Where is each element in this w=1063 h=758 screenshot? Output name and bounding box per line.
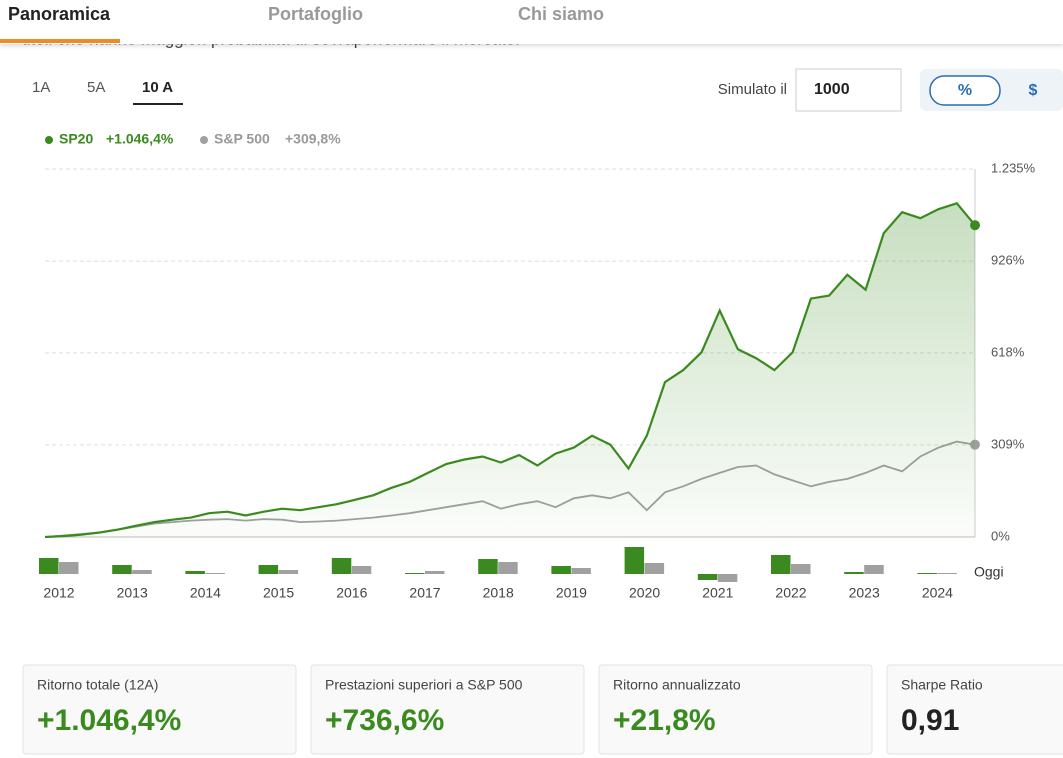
annual-bar: [498, 562, 518, 574]
stat-value: +21,8%: [613, 704, 716, 737]
amount-input[interactable]: [795, 68, 902, 112]
y-tick-label: 1.235%: [991, 160, 1036, 175]
area: [45, 203, 975, 538]
x-tick-label: 2024: [922, 585, 953, 601]
x-tick-label: 2022: [775, 585, 806, 601]
y-tick-label: 618%: [991, 344, 1025, 359]
legend-name: S&P 500: [214, 131, 270, 147]
x-tick-label: 2019: [556, 585, 587, 601]
stat-value: +1.046,4%: [37, 704, 181, 737]
x-tick-label: 2017: [409, 585, 440, 601]
stat-cards: Ritorno totale (12A) +1.046,4% Prestazioni…: [22, 664, 1063, 755]
y-tick-label: 309%: [991, 436, 1025, 451]
tab[interactable]: Chi siamo: [518, 4, 604, 24]
x-tick-label: 2023: [849, 585, 880, 601]
annual-bar: [791, 564, 811, 574]
period-button[interactable]: 10 A: [142, 79, 173, 96]
stat-value: +736,6%: [325, 704, 444, 737]
stat-card: [22, 664, 297, 755]
stat-label: Sharpe Ratio: [901, 677, 983, 693]
period-button[interactable]: 5A: [87, 79, 105, 96]
unit-label: %: [958, 82, 972, 99]
annual-bar: [937, 573, 957, 574]
legend-dot: [200, 136, 208, 144]
period-button[interactable]: 1A: [32, 79, 50, 96]
tab-underline: [0, 39, 120, 43]
legend-dot: [45, 136, 53, 144]
annual-bar: [59, 562, 79, 574]
annual-bar: [205, 573, 225, 574]
stat-label: Ritorno annualizzato: [613, 677, 741, 693]
tab[interactable]: Portafoglio: [268, 4, 363, 24]
annual-bar: [331, 558, 352, 574]
x-tick-label: 2015: [263, 585, 294, 601]
series-line: [44, 202, 976, 539]
x-tick-label: 2020: [629, 585, 660, 601]
unit-option[interactable]: [929, 75, 1001, 106]
stat-value: 0,91: [901, 704, 959, 737]
stat-card: [598, 664, 873, 755]
plot: 0% 309% 618% 926% 1.235% 2012 2013 2014 2015 2016…: [39, 160, 1036, 601]
period-underline: [133, 103, 183, 105]
stat-label: Prestazioni superiori a S&P 500: [325, 677, 523, 693]
stat-label: Ritorno totale (12A): [37, 677, 158, 693]
y-tick-label: 926%: [991, 253, 1025, 268]
x-tick-label: 2021: [702, 585, 733, 601]
end-label: Oggi: [974, 564, 1004, 580]
header: [0, 0, 1063, 44]
annual-bar: [258, 565, 279, 574]
x-tick-label: 2012: [43, 585, 74, 601]
annual-bar: [717, 574, 738, 582]
annual-bar: [917, 573, 937, 574]
annual-bar: [405, 573, 425, 574]
end-point: [970, 220, 980, 231]
legend-change: +1.046,4%: [106, 131, 174, 147]
legend-change: +309,8%: [285, 131, 341, 147]
y-tick-label: 0%: [991, 528, 1010, 543]
x-tick-label: 2014: [190, 585, 221, 601]
annual-bar: [864, 565, 884, 574]
annual-bar: [571, 568, 591, 574]
annual-bar: [771, 555, 791, 574]
annual-bar: [351, 566, 372, 574]
stat-card: [886, 664, 1063, 755]
stat-card: [310, 664, 585, 755]
annual-bar: [478, 559, 498, 574]
simulated-label: Simulato il: [718, 81, 787, 98]
annual-bar: [425, 571, 445, 574]
annual-bar: [697, 574, 718, 580]
annual-bar: [844, 572, 864, 574]
tab[interactable]: Panoramica: [8, 4, 111, 24]
x-tick-label: 2018: [483, 585, 514, 601]
amount-value: 1000: [814, 81, 850, 98]
annual-bar: [185, 571, 205, 574]
x-tick-label: 2013: [117, 585, 148, 601]
annual-bar: [278, 570, 299, 574]
annual-bar: [132, 570, 152, 574]
legend-name: SP20: [59, 131, 93, 147]
annual-bar: [112, 565, 132, 574]
annual-bar: [39, 558, 59, 574]
annual-bar: [551, 566, 571, 574]
x-tick-label: 2016: [336, 585, 367, 601]
annual-bar: [624, 547, 645, 574]
unit-option[interactable]: $: [1029, 82, 1038, 99]
annual-bar: [644, 563, 665, 574]
